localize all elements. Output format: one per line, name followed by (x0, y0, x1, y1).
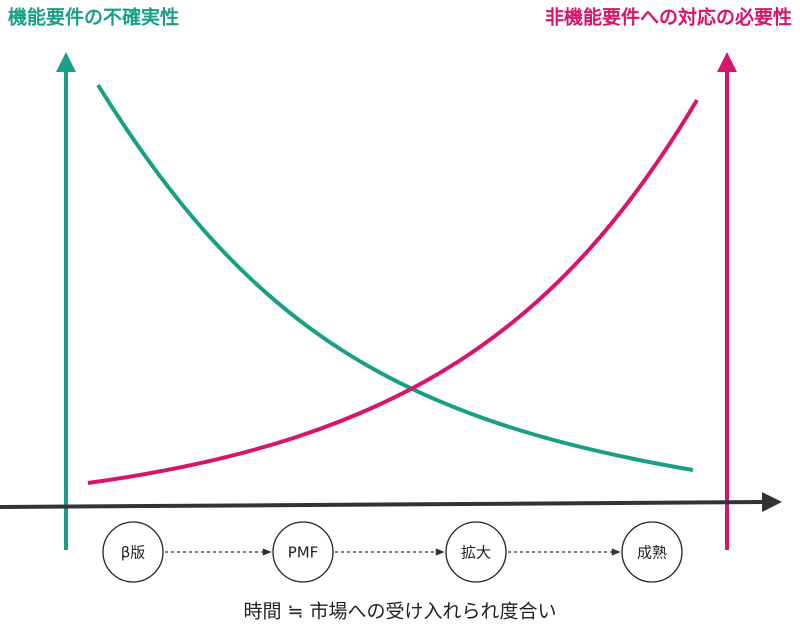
stage-circles (102, 521, 683, 583)
left-axis-label: 機能要件の不確実性 (8, 6, 179, 29)
uncertainty-curve (96, 83, 694, 472)
stage-label: β版 (121, 544, 146, 562)
necessity-curve (87, 98, 699, 485)
x-axis (0, 492, 782, 513)
stage-label: PMF (288, 544, 319, 562)
right-axis-label: 非機能要件への対応の必要性 (545, 6, 792, 29)
x-axis-label: 時間 ≒ 市場への受け入れられ度合い (243, 601, 556, 623)
stage-label: 成熟 (637, 544, 667, 562)
stage-label: 拡大 (461, 544, 491, 562)
